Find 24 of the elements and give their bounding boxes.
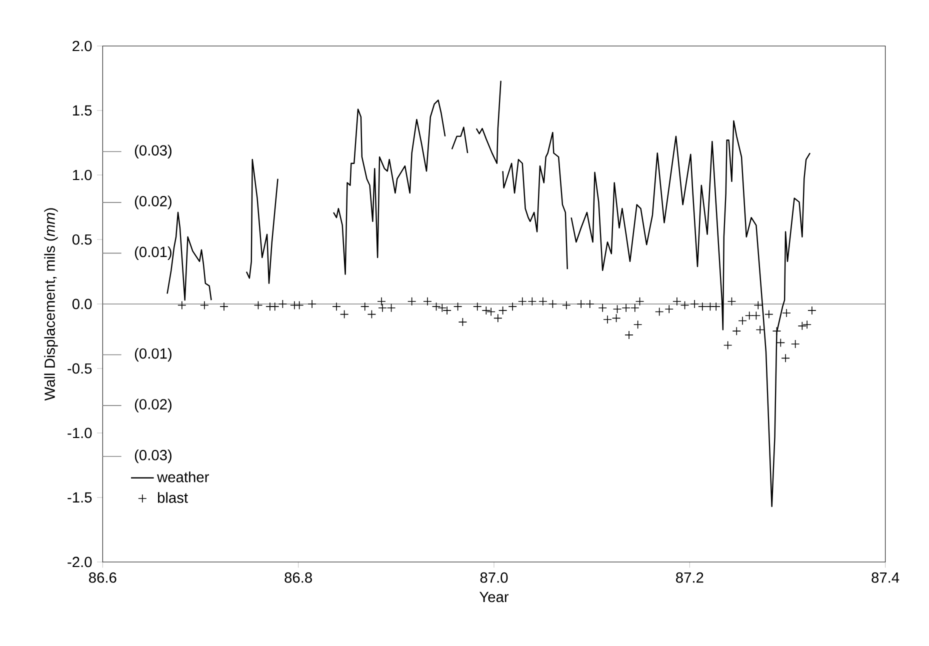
- x-tick-label: 86.8: [284, 572, 312, 583]
- y-tick-label: -0.5: [68, 363, 92, 374]
- y2-tick-label: (0.01): [134, 348, 172, 362]
- legend-label: blast: [158, 492, 188, 503]
- y-tick-label: -2.0: [68, 556, 92, 568]
- y2-tick-label: (0.02): [134, 196, 172, 210]
- y2-tick-label: (0.01): [134, 246, 172, 260]
- y2-tick-label: (0.03): [134, 450, 172, 464]
- x-tick-label: 87.4: [872, 572, 900, 583]
- y-tick-label: -1.5: [68, 492, 92, 503]
- y-tick-label: -1.0: [68, 428, 92, 438]
- y2-tick-label: (0.03): [134, 144, 172, 158]
- x-axis-title: Year: [480, 592, 509, 602]
- y-axis-title: Wall Displacement, mils (mm): [44, 208, 58, 401]
- y-tick-label: 0.0: [72, 298, 92, 310]
- y-tick-label: 1.0: [72, 170, 92, 180]
- y-tick-label: 1.5: [72, 105, 92, 116]
- y-tick-label: 2.0: [72, 40, 92, 52]
- y-tick-label: 0.5: [72, 234, 92, 245]
- x-tick-label: 87.2: [676, 572, 704, 583]
- x-tick-label: 86.6: [89, 572, 116, 583]
- y2-tick-label: (0.02): [134, 398, 172, 412]
- legend-label: weather: [157, 472, 209, 482]
- x-tick-label: 87.0: [480, 572, 508, 583]
